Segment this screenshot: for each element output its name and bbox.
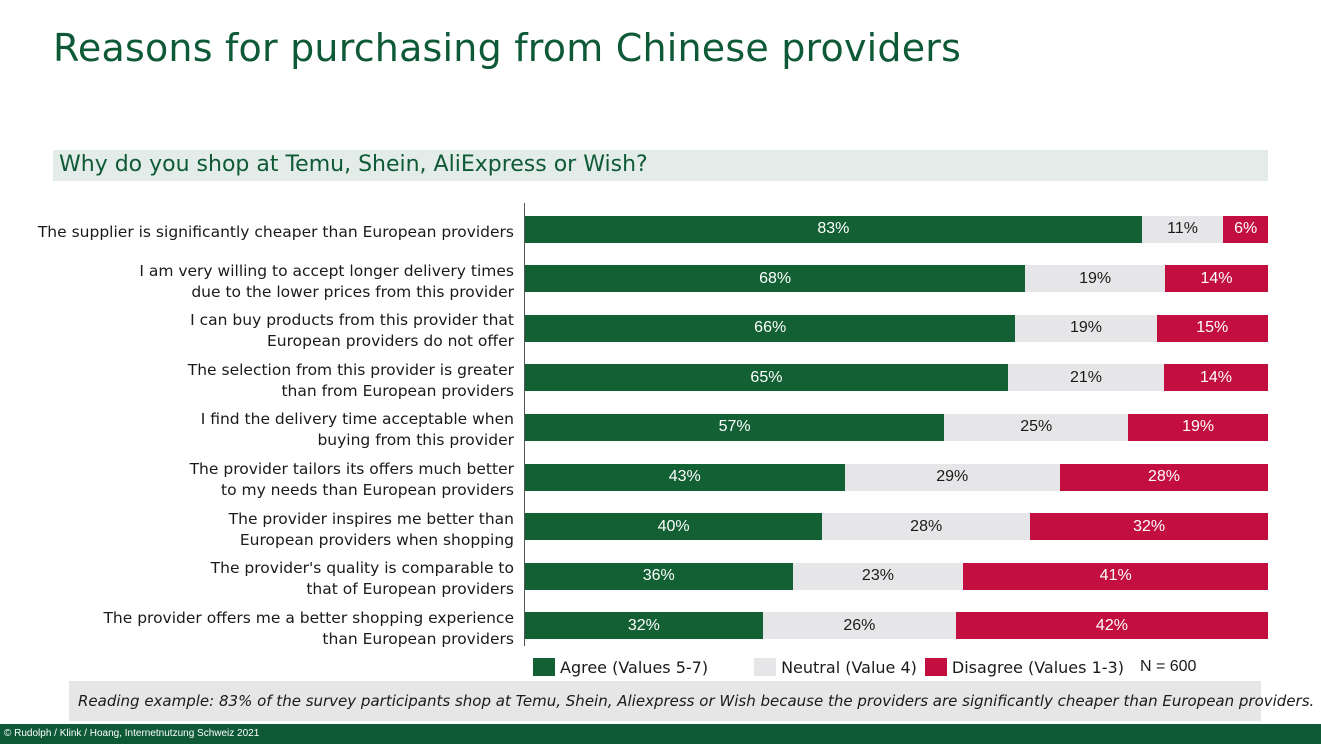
data-label: 28% xyxy=(910,517,943,535)
bar-neutral: 29% xyxy=(844,463,1060,491)
category-label-line: to my needs than European providers xyxy=(221,481,514,499)
category-label-line: European providers do not offer xyxy=(267,332,514,351)
category-label: The provider tailors its offers much bet… xyxy=(34,459,514,501)
data-label: 32% xyxy=(627,616,660,634)
category-label-line: The provider inspires me better than xyxy=(228,509,514,528)
category-label: I find the delivery time acceptable when… xyxy=(34,409,514,451)
bar-disagree: 14% xyxy=(1164,364,1268,392)
bar-neutral: 23% xyxy=(792,562,964,590)
category-label-line: buying from this provider xyxy=(317,431,514,450)
sample-size-label: N = 600 xyxy=(1139,658,1197,675)
bar-neutral: 19% xyxy=(1015,314,1157,342)
category-label: The supplier is significantly cheaper th… xyxy=(34,222,514,243)
bar-disagree: 15% xyxy=(1156,314,1268,342)
category-label-line: The provider's quality is comparable to xyxy=(210,559,514,578)
category-label-line: The supplier is significantly cheaper th… xyxy=(37,223,514,241)
category-label: The provider offers me a better shopping… xyxy=(34,608,514,650)
bar-agree: 32% xyxy=(525,612,763,640)
bar-disagree: 28% xyxy=(1060,463,1268,491)
bar-neutral: 26% xyxy=(762,612,956,640)
question-band: Why do you shop at Temu, Shein, AliExpre… xyxy=(53,150,1268,181)
category-label-line: The provider tailors its offers much bet… xyxy=(189,460,514,478)
data-label: 19% xyxy=(1069,319,1102,337)
category-axis-line xyxy=(524,203,525,646)
legend-swatch-agree xyxy=(533,658,555,676)
data-label: 14% xyxy=(1200,269,1233,287)
category-label: The selection from this provider is grea… xyxy=(34,360,514,402)
bar-neutral: 11% xyxy=(1141,215,1224,243)
page-title: Reasons for purchasing from Chinese prov… xyxy=(53,26,962,70)
data-label: 19% xyxy=(1182,418,1215,436)
category-label: The provider's quality is comparable to t… xyxy=(34,558,514,600)
legend-label-neutral: Neutral (Value 4) xyxy=(781,657,917,677)
data-label: 40% xyxy=(657,517,690,535)
category-label-line: The selection from this provider is grea… xyxy=(187,360,514,379)
bar-disagree: 41% xyxy=(963,562,1268,590)
bar-disagree: 6% xyxy=(1223,215,1268,243)
data-label: 32% xyxy=(1133,517,1166,535)
category-label-line: that of European providers xyxy=(306,580,514,599)
bar-neutral: 19% xyxy=(1025,265,1165,293)
data-label: 25% xyxy=(1020,418,1053,436)
bar-disagree: 32% xyxy=(1030,513,1268,541)
category-label-line: I find the delivery time acceptable when xyxy=(200,410,514,429)
bar-agree: 36% xyxy=(525,562,793,590)
category-label-line: The provider offers me a better shopping… xyxy=(103,608,514,627)
data-label: 6% xyxy=(1234,220,1258,237)
legend-item-neutral: Neutral (Value 4) xyxy=(754,658,917,677)
bar-agree: 83% xyxy=(525,215,1142,243)
copyright-text: © Rudolph / Klink / Hoang, Internetnutzu… xyxy=(4,728,260,739)
data-label: 14% xyxy=(1199,368,1233,386)
bar-disagree: 42% xyxy=(955,612,1268,640)
category-label: I can buy products from this provider th… xyxy=(34,310,514,352)
category-label-line: European providers when shopping xyxy=(239,530,514,549)
data-label: 36% xyxy=(642,567,675,585)
footer-bar: © Rudolph / Klink / Hoang, Internetnutzu… xyxy=(0,724,1321,744)
bar-agree: 40% xyxy=(525,513,823,541)
category-label: The provider inspires me better than Euro… xyxy=(34,509,514,551)
data-label: 29% xyxy=(936,468,969,485)
data-label: 42% xyxy=(1095,616,1128,634)
data-label: 19% xyxy=(1079,269,1112,287)
data-label: 15% xyxy=(1196,319,1229,337)
category-label-line: I am very willing to accept longer deliv… xyxy=(139,261,514,280)
legend-label-agree: Agree (Values 5-7) xyxy=(560,657,709,677)
category-label-line: due to the lower prices from this provid… xyxy=(191,282,514,301)
bar-disagree: 14% xyxy=(1165,265,1268,293)
legend: Agree (Values 5-7) Neutral (Value 4) Dis… xyxy=(533,656,1196,678)
bar-neutral: 28% xyxy=(822,513,1031,541)
category-label-line: than from European providers xyxy=(281,381,514,400)
bar-agree: 65% xyxy=(525,364,1008,392)
legend-swatch-disagree xyxy=(924,658,947,676)
category-label: I am very willing to accept longer deliv… xyxy=(34,261,514,303)
bar-neutral: 25% xyxy=(944,413,1129,441)
data-label: 28% xyxy=(1147,468,1181,485)
bar-neutral: 21% xyxy=(1008,364,1164,392)
data-label: 26% xyxy=(843,616,876,634)
bar-disagree: 19% xyxy=(1128,413,1268,441)
data-label: 68% xyxy=(759,269,792,287)
data-label: 66% xyxy=(754,319,787,337)
data-label: 83% xyxy=(817,220,850,237)
reading-example-text: Reading example: 83% of the survey parti… xyxy=(78,692,1315,710)
data-label: 41% xyxy=(1099,567,1132,585)
data-label: 23% xyxy=(861,567,894,585)
legend-swatch-neutral xyxy=(754,658,777,676)
category-label-line: I can buy products from this provider th… xyxy=(190,311,514,330)
legend-item-disagree: Disagree (Values 1-3) xyxy=(924,657,1124,677)
bar-agree: 57% xyxy=(525,413,945,441)
data-label: 57% xyxy=(718,418,751,436)
data-label: 43% xyxy=(668,468,701,485)
bar-agree: 68% xyxy=(525,265,1026,293)
data-label: 11% xyxy=(1167,220,1198,237)
data-label: 21% xyxy=(1069,368,1103,386)
category-label-line: than European providers xyxy=(322,629,514,648)
bar-agree: 43% xyxy=(525,463,845,491)
bar-agree: 66% xyxy=(525,314,1016,342)
legend-label-disagree: Disagree (Values 1-3) xyxy=(951,657,1124,677)
legend-item-agree: Agree (Values 5-7) xyxy=(533,658,708,677)
data-label: 65% xyxy=(750,368,783,386)
reading-example-box: Reading example: 83% of the survey parti… xyxy=(69,681,1314,721)
survey-question: Why do you shop at Temu, Shein, AliExpre… xyxy=(59,152,648,177)
